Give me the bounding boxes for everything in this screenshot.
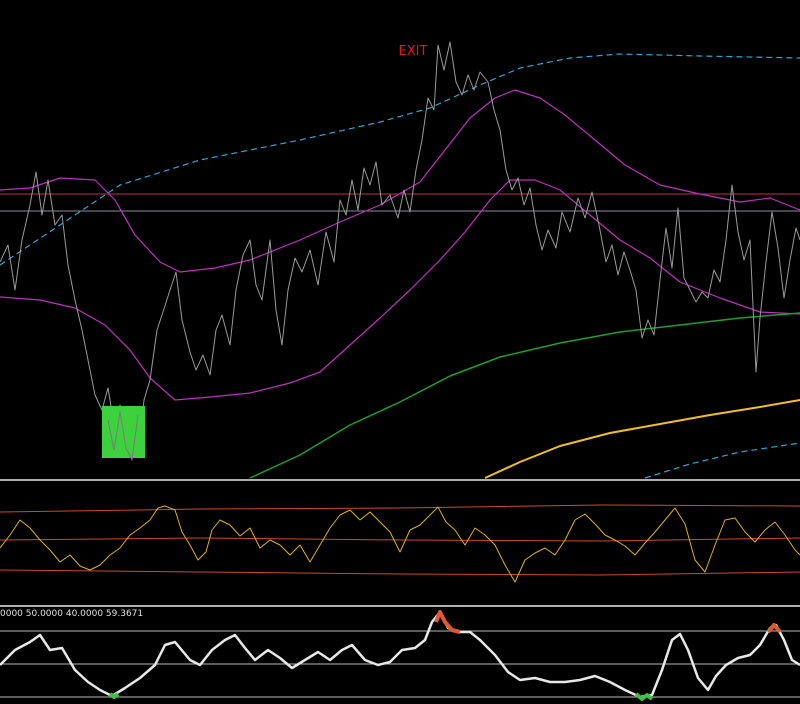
upper-envelope <box>0 53 800 266</box>
oscillator-line <box>0 505 800 583</box>
upper-band <box>0 89 800 273</box>
indicator-line <box>0 610 800 699</box>
overbought-highlight <box>434 610 461 634</box>
longest-average <box>484 399 800 479</box>
upper-channel <box>0 504 800 513</box>
oversold-highlight <box>634 692 654 701</box>
middle-channel <box>0 537 800 542</box>
indicator-legend: 0000 50.0000 40.0000 59.3671 <box>0 609 143 619</box>
lower-envelope <box>644 442 800 479</box>
price-in-zone <box>107 411 139 461</box>
long-average <box>249 312 800 479</box>
oversold-highlight <box>108 692 120 699</box>
exit-label: EXIT <box>399 44 428 59</box>
lower-band <box>0 179 800 401</box>
overbought-highlight <box>766 623 782 634</box>
lower-channel <box>0 569 800 576</box>
